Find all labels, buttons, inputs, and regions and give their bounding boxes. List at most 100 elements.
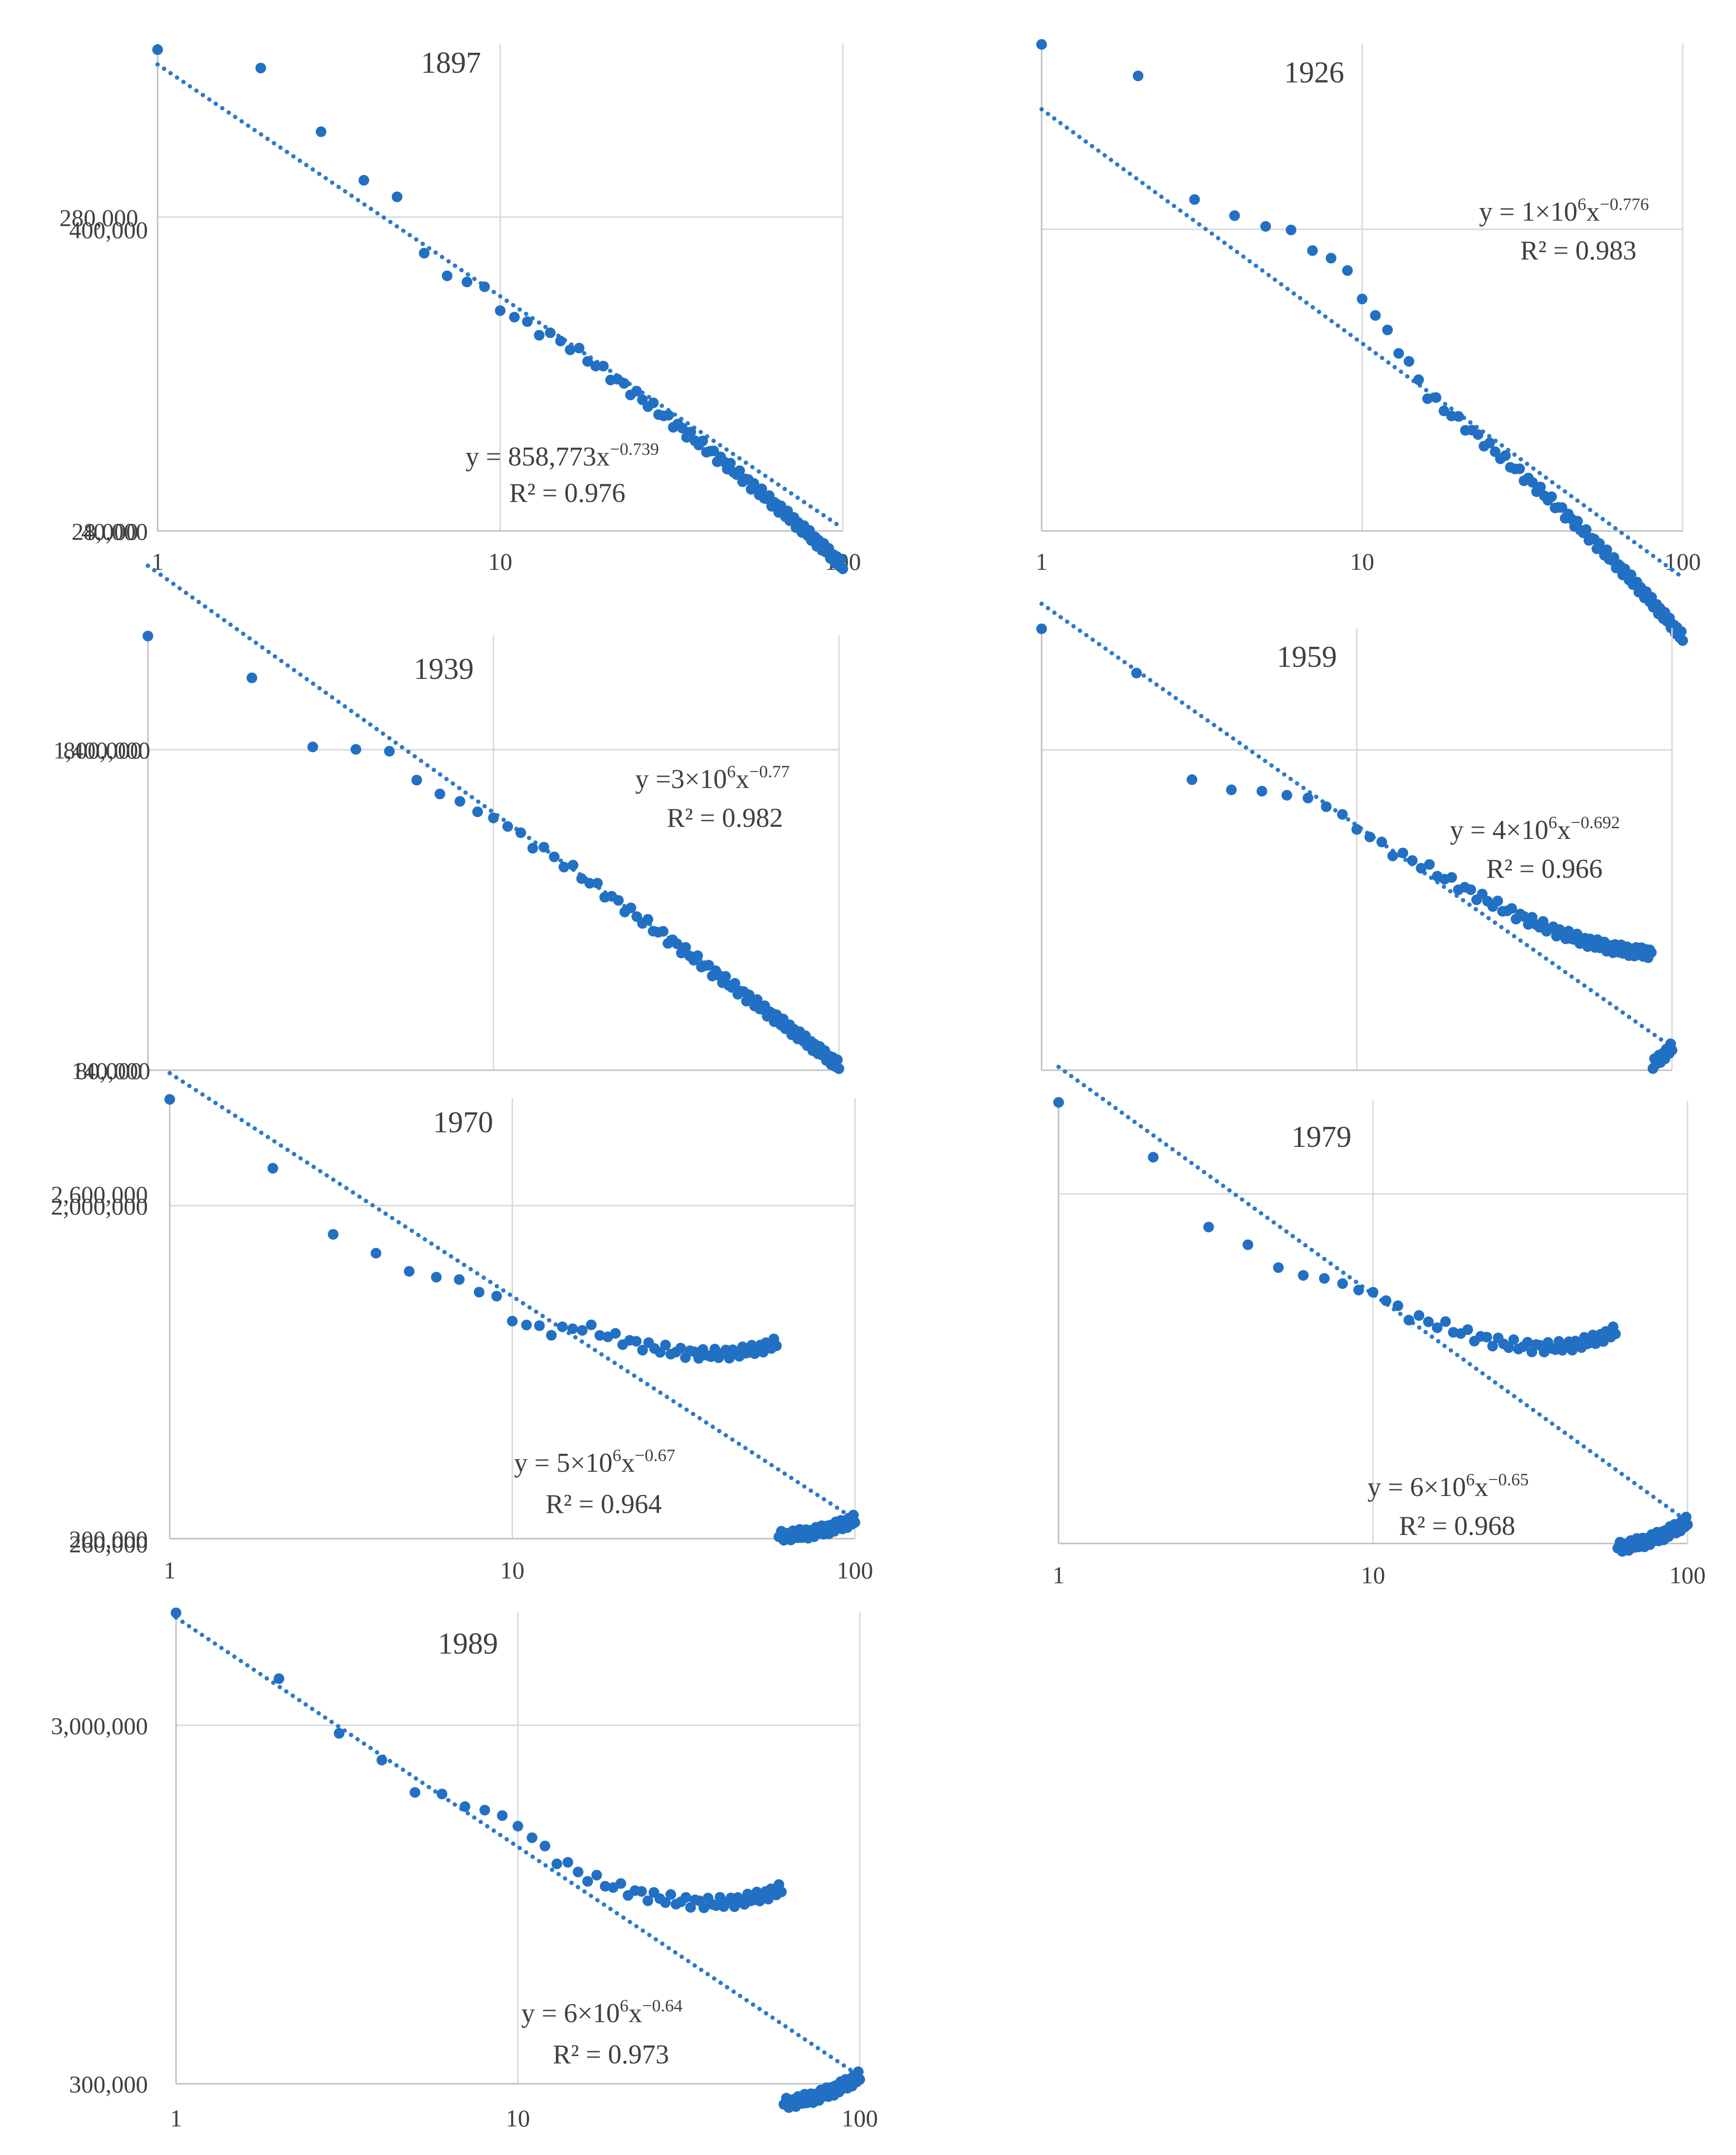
panel-1959-title: 1959 [1277, 641, 1337, 674]
panel-1926-data-point [1229, 210, 1240, 221]
panel-1897-data-point [534, 330, 545, 341]
panel-1959-ytick-label: 1,400,000 [53, 737, 150, 764]
panel-1970-ytick-label: 200,000 [69, 1526, 148, 1553]
panel-1939-data-point [729, 978, 740, 989]
panel-1926-data-point [1546, 491, 1557, 502]
panel-1979-r-squared: R² = 0.968 [1399, 1511, 1515, 1541]
panel-1979-data-point [1487, 1340, 1498, 1351]
panel-1897-data-point [522, 316, 533, 327]
panel-1970-data-point [594, 1330, 605, 1341]
panel-1926-data-point [1572, 515, 1583, 527]
panel-1897-data-point [255, 63, 266, 74]
panel-1970-data-point [631, 1336, 642, 1347]
panel-1979-data-point [1392, 1300, 1403, 1311]
panel-1959-trend-equation: y = 4×106x−0.692 [1450, 813, 1620, 845]
panel-1939-data-point [411, 774, 422, 786]
panel-1989-data-point [551, 1858, 563, 1869]
panel-1897-r-squared: R² = 0.976 [509, 478, 626, 508]
panel-1897-data-point [685, 426, 696, 437]
panel-1979-data-point [1522, 1336, 1533, 1348]
panel-1989-r-squared: R² = 0.973 [553, 2040, 669, 2070]
panel-1989-data-point [573, 1866, 584, 1878]
panel-1989-data-point [763, 1894, 774, 1905]
panel-1926-data-point [1357, 293, 1367, 305]
panel-1979-data-point [1353, 1285, 1364, 1296]
panel-1989-data-point [729, 1901, 740, 1912]
panel-1970-r-squared: R² = 0.964 [546, 1489, 662, 1519]
panel-1926-data-point [1413, 374, 1424, 386]
panel-1897-data-point [509, 312, 520, 323]
panel-1926-data-point [1473, 429, 1484, 440]
panel-1939-trendline [145, 563, 841, 1062]
panel-1897-data-point [663, 410, 674, 421]
panel-1989-ytick-label: 300,000 [69, 2071, 148, 2098]
panel-1970-data-point [267, 1163, 278, 1174]
panel-1979-data-point [1431, 1322, 1443, 1333]
panel-1989-trend-equation: y = 6×106x−0.64 [521, 1996, 682, 2028]
panel-1970-data-point [567, 1323, 578, 1335]
panel-1959-data-point [1321, 801, 1332, 812]
panel-1959-data-point [1387, 851, 1398, 862]
panel-1959-data-point [1302, 792, 1314, 804]
panel-1939-title: 1939 [414, 653, 474, 686]
panel-1979-data-point [1481, 1332, 1493, 1343]
panel-1897-trend-equation: y = 858,773x−0.739 [466, 439, 659, 472]
panel-1926-data-point [1535, 482, 1546, 493]
panel-1970-data-point [771, 1340, 782, 1351]
panel-1979-data-point [1273, 1262, 1284, 1273]
panel-1897-trendline [155, 62, 845, 531]
panel-1939-ytick-label: 800,000 [64, 737, 143, 764]
panel-1989-xtick-label: 10 [506, 2105, 530, 2132]
panel-1926-data-point [1403, 356, 1415, 367]
panel-1989-data-point [680, 1892, 691, 1903]
panel-1970-data-point [328, 1229, 339, 1240]
panel-1939-data-point [472, 806, 483, 818]
panel-1939-data-point [832, 1054, 843, 1065]
panel-1939-data-point [592, 878, 603, 889]
panel-1939-data-point [643, 914, 654, 925]
panel-1970-data-point [546, 1330, 557, 1341]
panel-1979-data-point [1367, 1287, 1379, 1298]
panel-1926-title: 1926 [1284, 56, 1344, 89]
panel-1970-data-point [577, 1325, 588, 1336]
panel-1979-ytick-label: 260,000 [69, 1530, 148, 1558]
panel-1897-data-point [598, 360, 609, 371]
panel-1926-xtick-label: 10 [1350, 548, 1374, 575]
panel-1989-data-point [436, 1788, 448, 1800]
panel-1989-data-point [527, 1832, 538, 1843]
panel-1970-title: 1970 [433, 1106, 493, 1139]
panel-1989-data-point [563, 1857, 574, 1868]
panel-1989-data-point [459, 1801, 470, 1812]
panel-1926-data-point [1453, 411, 1464, 422]
panel-1979-data-point [1242, 1239, 1254, 1250]
panel-1979-xtick-label: 10 [1361, 1561, 1385, 1589]
panel-1939-data-point [672, 938, 683, 949]
panel-1959-data-point [1036, 623, 1047, 634]
panel-1970-trendline [167, 1071, 857, 1522]
panel-1939-data-point [246, 672, 257, 683]
panel-1926-data-point [1132, 70, 1143, 81]
panel-1959-data-point [1465, 884, 1477, 895]
panel-1897-data-point [564, 344, 576, 355]
panel-1939-data-point [538, 842, 549, 853]
panel-1970-data-point [655, 1347, 666, 1358]
panel-1939-data-point [752, 994, 763, 1005]
panel-1939-r-squared: R² = 0.982 [667, 803, 783, 833]
panel-1959-data-point [1187, 774, 1198, 785]
panel-1989-data-point [497, 1810, 508, 1821]
panel-1970-data-point [724, 1352, 735, 1364]
panel-1989-data-point [591, 1869, 602, 1881]
panel-1926-data-point [1189, 194, 1200, 205]
panel-1959-data-point [1376, 836, 1387, 848]
panel-1979-trend-equation: y = 6×106x−0.65 [1367, 1470, 1528, 1502]
panel-1939-data-point [307, 741, 318, 753]
panel-1979-data-point [1567, 1345, 1578, 1356]
panel-1926-data-point [1514, 463, 1525, 474]
panel-1979-title: 1979 [1291, 1121, 1351, 1154]
panel-1989-data-point [539, 1840, 550, 1851]
panel-1959-data-point [1492, 895, 1503, 906]
panel-1939-data-point [515, 827, 526, 838]
panel-1970-data-point [557, 1321, 568, 1333]
